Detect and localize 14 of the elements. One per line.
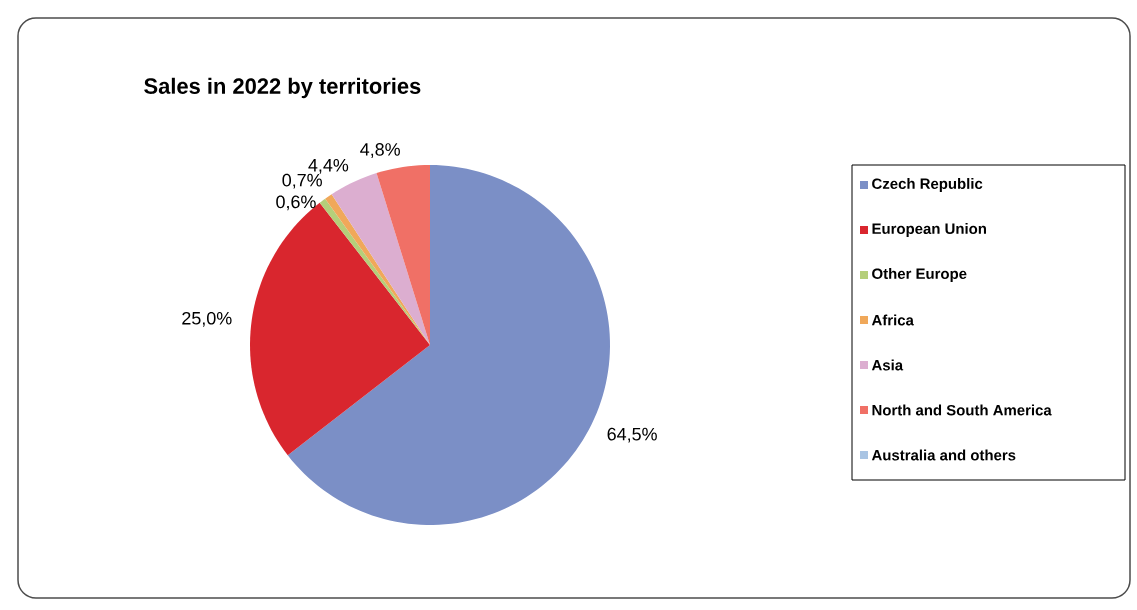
data-label: 0,6% <box>276 195 316 211</box>
legend-label: Other Europe <box>872 268 967 282</box>
chart-title: Sales in 2022 by territories <box>144 77 421 99</box>
legend-label: European Union <box>872 223 986 237</box>
legend-label: Africa <box>871 314 914 326</box>
data-label: 4,8% <box>360 143 400 158</box>
legend-label: North and South America <box>872 404 1052 416</box>
data-label: 4,4% <box>308 158 349 174</box>
data-label: 64,5% <box>607 427 657 443</box>
data-label: 25,0% <box>182 311 232 327</box>
legend-label: Asia <box>871 359 904 371</box>
legend-label: Czech Republic <box>872 178 983 192</box>
legend-label: Australia and others <box>871 449 1016 461</box>
data-label: 0,7% <box>282 173 322 189</box>
